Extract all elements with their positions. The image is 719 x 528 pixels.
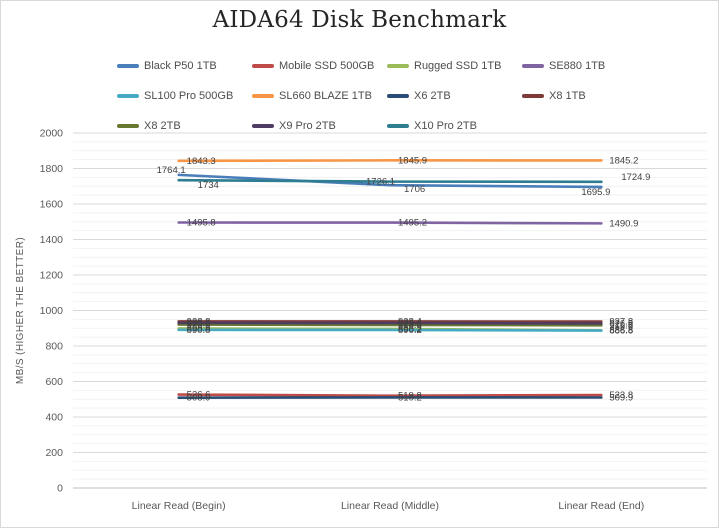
legend-label: X8 2TB [144,120,181,132]
data-label-rugged-ssd-1tb: 896.2 [398,324,422,335]
legend-item-se880-1tb: SE880 1TB [522,60,657,72]
x-category-label: Linear Read (Begin) [132,500,226,512]
data-label-black-p50-1tb: 1695.9 [581,187,610,198]
data-label-black-p50-1tb: 1764.1 [157,165,186,176]
legend-label: Black P50 1TB [144,60,217,72]
y-tick-label: 200 [45,447,63,459]
data-label-se880-1tb: 1490.9 [609,218,638,229]
data-label-x8-1tb: 937.8 [609,317,633,328]
series-line-x8-2tb [177,323,603,327]
legend-label: X9 Pro 2TB [279,120,336,132]
legend-item-x8-1tb: X8 1TB [522,90,657,102]
legend-label: X8 1TB [549,90,586,102]
legend-swatch-icon [252,64,274,68]
series-line-x9-pro-2tb [177,321,603,325]
legend-item-mobile-ssd-500gb: Mobile SSD 500GB [252,60,387,72]
data-label-sl100-pro-500gb: 890.8 [187,325,211,336]
data-label-black-p50-1tb: 1706 [404,184,425,195]
data-label-sl100-pro-500gb: 890.2 [398,325,422,336]
legend-swatch-icon [387,94,409,98]
legend-label: Mobile SSD 500GB [279,60,375,72]
data-label-x6-2tb: 509.9 [609,392,633,403]
data-label-x6-2tb: 510.2 [398,392,422,403]
legend-item-x9-pro-2tb: X9 Pro 2TB [252,120,387,132]
legend-label: X10 Pro 2TB [414,120,477,132]
y-tick-label: 0 [57,483,63,495]
legend-item-x10-pro-2tb: X10 Pro 2TB [387,120,522,132]
data-label-x8-2tb: 918.6 [398,320,422,331]
data-label-mobile-ssd-500gb: 526.6 [187,390,211,401]
legend-item-rugged-ssd-1tb: Rugged SSD 1TB [387,60,522,72]
data-label-mobile-ssd-500gb: 519.8 [398,391,422,402]
data-label-x10-pro-2tb: 1724.9 [621,172,650,183]
data-label-rugged-ssd-1tb: 888.8 [609,325,633,336]
data-label-x8-1tb: 938.8 [187,316,211,327]
y-axis-title: MB/S (HIGHER THE BETTER) [15,237,26,384]
legend-swatch-icon [387,124,409,128]
data-label-se880-1tb: 1495.2 [398,218,427,229]
legend-swatch-icon [522,94,544,98]
legend-swatch-icon [117,64,139,68]
series-line-se880-1tb [177,221,603,225]
data-label-x8-2tb: 920.8 [187,320,211,331]
legend-swatch-icon [252,94,274,98]
data-label-sl660-blaze-1tb: 1845.2 [609,155,638,166]
data-label-x9-pro-2tb: 926.8 [609,318,633,329]
y-tick-label: 1200 [40,270,64,282]
data-label-sl660-blaze-1tb: 1843.3 [187,156,216,167]
legend-swatch-icon [387,64,409,68]
data-label-x6-2tb: 508.9 [187,393,211,404]
legend-item-black-p50-1tb: Black P50 1TB [117,60,252,72]
y-tick-label: 2000 [40,128,64,140]
legend-item-sl660-blaze-1tb: SL660 BLAZE 1TB [252,90,387,102]
y-tick-label: 1800 [40,163,64,175]
data-label-x10-pro-2tb: 1734 [198,180,219,191]
legend-label: X6 2TB [414,90,451,102]
y-tick-label: 400 [45,412,63,424]
series-line-mobile-ssd-500gb [177,393,603,398]
series-line-sl100-pro-500gb [177,328,603,332]
legend-item-x8-2tb: X8 2TB [117,120,252,132]
y-tick-label: 1600 [40,199,64,211]
legend-label: Rugged SSD 1TB [414,60,502,72]
data-label-x9-pro-2tb: 930.2 [187,318,211,329]
data-label-x8-1tb: 938.4 [398,316,422,327]
legend-swatch-icon [522,64,544,68]
legend-label: SL660 BLAZE 1TB [279,90,372,102]
legend-label: SE880 1TB [549,60,606,72]
data-label-se880-1tb: 1495.8 [187,217,216,228]
data-label-mobile-ssd-500gb: 523.8 [609,390,633,401]
legend-swatch-icon [117,124,139,128]
y-tick-label: 600 [45,376,63,388]
y-tick-label: 1000 [40,305,64,317]
chart-title: AIDA64 Disk Benchmark [212,7,507,33]
legend-swatch-icon [117,94,139,98]
series-line-black-p50-1tb [177,173,603,189]
data-label-x8-2tb: 916.8 [609,320,633,331]
data-label-sl100-pro-500gb: 886.8 [609,326,633,337]
series-line-x10-pro-2tb [177,178,603,184]
chart-legend: Black P50 1TB Mobile SSD 500GB Rugged SSD … [117,51,657,141]
data-label-x9-pro-2tb: 929.4 [398,318,422,329]
data-label-sl660-blaze-1tb: 1845.9 [398,155,427,166]
x-category-label: Linear Read (Middle) [341,500,439,512]
x-category-label: Linear Read (End) [558,500,644,512]
legend-item-sl100-pro-500gb: SL100 Pro 500GB [117,90,252,102]
y-tick-label: 1400 [40,234,64,246]
y-tick-label: 800 [45,341,63,353]
legend-item-x6-2tb: X6 2TB [387,90,522,102]
legend-swatch-icon [252,124,274,128]
legend-label: SL100 Pro 500GB [144,90,234,102]
data-label-x10-pro-2tb: 1726.1 [366,177,395,188]
data-label-rugged-ssd-1tb: 898.8 [187,323,211,334]
